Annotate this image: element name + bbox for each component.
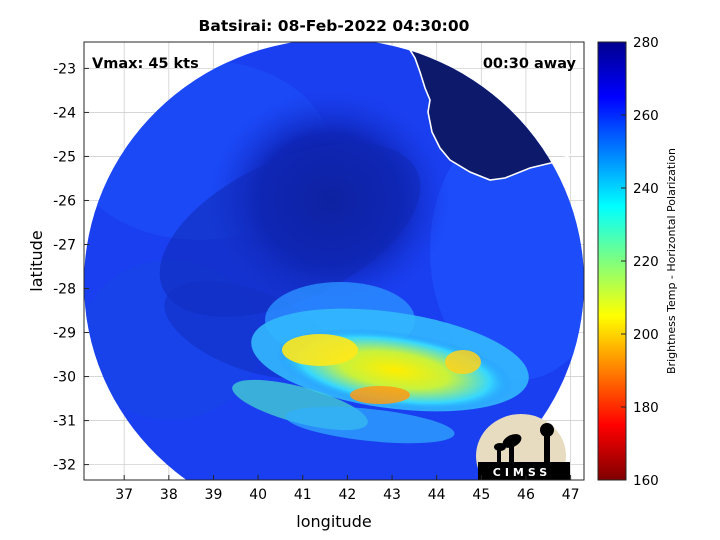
x-tick-label: 41	[294, 487, 312, 503]
x-axis-ticks: 37 38 39 40 41 42 43 44 45 46 47	[115, 475, 580, 503]
x-tick-label: 45	[472, 487, 490, 503]
x-tick-label: 42	[338, 487, 356, 503]
x-tick-label: 47	[562, 487, 580, 503]
y-axis-ticks: -23 -24 -25 -26 -27 -28 -29 -30 -31 -32	[53, 61, 89, 474]
logo-text: CIMSS	[493, 466, 551, 479]
x-tick-label: 37	[115, 487, 133, 503]
microwave-swath	[84, 42, 584, 480]
time-offset-label: 00:30 away	[483, 56, 577, 72]
coastline	[404, 42, 584, 181]
y-tick-label: -26	[53, 193, 76, 209]
y-tick-label: -27	[53, 237, 76, 253]
y-tick-label: -28	[53, 282, 76, 298]
colorbar-label: Brightness Temp - Horizontal Polarizatio…	[665, 148, 678, 374]
colorbar-tick-label: 220	[633, 254, 659, 270]
radar-tower-icon	[540, 423, 554, 462]
colorbar-tick-label: 180	[633, 400, 659, 416]
colorbar: 280 260 240 220 200 180 160 Brightness Temp - …	[597, 35, 678, 489]
colorbar-tick-label: 260	[633, 108, 659, 124]
x-tick-label: 44	[428, 487, 446, 503]
map-plot-area: Vmax: 45 kts 00:30 away CIMSS	[84, 42, 584, 480]
plot-frame	[83, 41, 585, 481]
y-tick-label: -23	[53, 61, 76, 77]
colorbar-tick-label: 280	[633, 35, 659, 51]
y-tick-label: -24	[53, 105, 76, 121]
cimss-logo: CIMSS	[476, 414, 570, 480]
colorbar-tick-label: 160	[633, 473, 659, 489]
x-tick-label: 43	[383, 487, 401, 503]
colorbar-ticks: 280 260 240 220 200 180 160	[621, 35, 659, 489]
x-tick-label: 40	[249, 487, 267, 503]
satellite-dish-icon	[494, 434, 522, 462]
y-tick-label: -30	[53, 370, 76, 386]
x-tick-label: 39	[205, 487, 223, 503]
y-axis-label: latitude	[27, 230, 46, 291]
map-title: Batsirai: 08-Feb-2022 04:30:00	[199, 17, 470, 35]
y-tick-label: -29	[53, 326, 76, 342]
colorbar-tick-label: 240	[633, 181, 659, 197]
y-tick-label: -25	[53, 149, 76, 165]
colorbar-tick-label: 200	[633, 327, 659, 343]
x-tick-label: 46	[517, 487, 535, 503]
y-tick-label: -32	[53, 458, 76, 474]
x-tick-label: 38	[160, 487, 178, 503]
y-tick-label: -31	[53, 414, 76, 430]
vmax-label: Vmax: 45 kts	[92, 56, 199, 72]
x-axis-label: longitude	[296, 512, 371, 531]
